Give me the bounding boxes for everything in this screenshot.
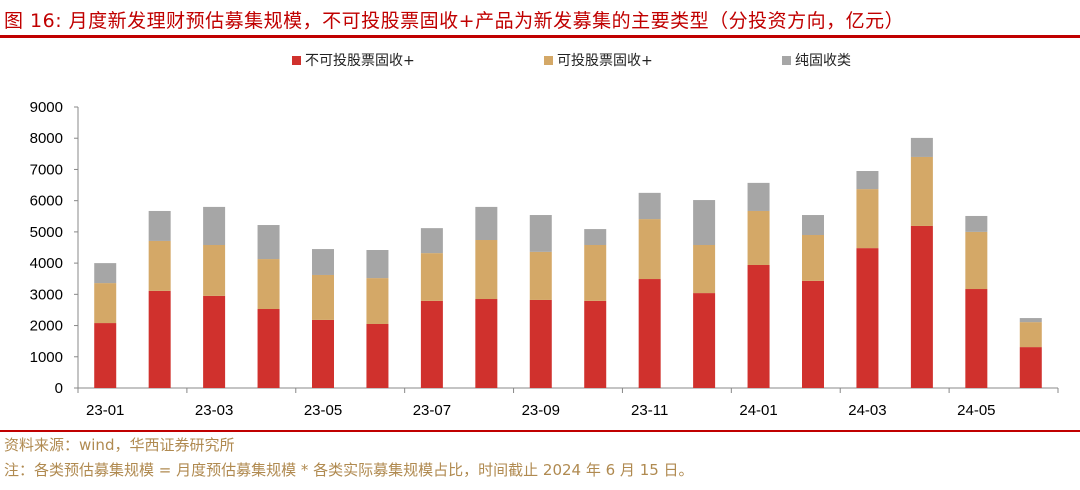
x-tick-label: 24-01 (739, 402, 777, 419)
y-tick-label: 0 (55, 380, 63, 397)
y-tick-label: 7000 (30, 161, 63, 178)
bar-segment-24-02-series-1 (802, 235, 824, 281)
bar-segment-23-04-series-0 (257, 309, 280, 388)
x-tick-label: 23-07 (413, 402, 451, 419)
bar-segment-24-03-series-0 (856, 248, 879, 388)
bar-segment-24-02-series-0 (802, 280, 824, 388)
bar-segment-23-11-series-1 (638, 219, 661, 280)
bar-segment-24-06-series-2 (1019, 318, 1042, 323)
bar-segment-23-05-series-1 (312, 274, 334, 320)
bar-segment-23-09-series-1 (529, 251, 552, 300)
bar-segment-24-03-series-2 (856, 171, 879, 190)
legend-item-series-0: 不可投股票固收+ (292, 50, 415, 70)
bar-segment-24-05-series-1 (965, 231, 988, 290)
bar-segment-23-12-series-0 (693, 293, 716, 388)
bar-segment-23-10-series-0 (584, 300, 607, 388)
x-tick-label: 23-01 (86, 402, 124, 419)
y-tick-label: 3000 (30, 286, 63, 303)
x-tick-label: 23-11 (631, 402, 668, 419)
x-tick-label: 24-05 (957, 402, 995, 419)
bar-segment-24-03-series-1 (856, 189, 879, 249)
y-tick-label: 2000 (30, 318, 63, 335)
y-tick-label: 6000 (30, 193, 63, 210)
bar-segment-23-09-series-2 (529, 215, 552, 252)
y-tick-label: 5000 (30, 224, 63, 241)
legend-item-series-2: 纯固收类 (782, 50, 851, 70)
bar-segment-23-02-series-0 (148, 290, 171, 388)
bar-segment-23-08-series-0 (475, 299, 498, 388)
bar-segment-23-01-series-0 (94, 323, 117, 388)
bar-segment-23-02-series-2 (148, 210, 171, 241)
bar-segment-23-04-series-2 (257, 225, 280, 260)
bar-segment-24-01-series-0 (747, 264, 770, 388)
x-tick-label: 23-09 (522, 402, 560, 419)
bar-segment-23-03-series-1 (203, 245, 226, 296)
bar-segment-23-01-series-1 (94, 283, 117, 324)
bar-segment-24-05-series-2 (965, 215, 988, 232)
bar-segment-23-06-series-0 (366, 323, 389, 388)
x-tick-label: 23-03 (195, 402, 233, 419)
bar-segment-23-12-series-1 (693, 245, 716, 294)
bar-segment-23-12-series-2 (693, 200, 716, 246)
footer-divider (0, 430, 1080, 432)
note-text: 注：各类预估募集规模 = 月度预估募集规模 * 各类实际募集规模占比，时间截止 … (4, 461, 694, 479)
bar-segment-23-08-series-1 (475, 240, 498, 300)
bar-segment-23-07-series-0 (420, 300, 443, 388)
bar-segment-23-11-series-2 (638, 192, 661, 220)
bar-segment-23-06-series-1 (366, 278, 389, 324)
y-tick-label: 9000 (30, 99, 63, 116)
bar-segment-23-04-series-1 (257, 259, 280, 310)
bar-segment-24-05-series-0 (965, 289, 988, 388)
bar-segment-24-02-series-2 (802, 215, 824, 236)
bar-segment-23-09-series-0 (529, 299, 552, 388)
bar-segment-23-05-series-0 (312, 319, 334, 388)
legend-label: 不可投股票固收+ (305, 53, 415, 69)
bar-segment-23-03-series-2 (203, 206, 226, 246)
bar-segment-23-03-series-0 (203, 295, 226, 388)
y-tick-label: 1000 (30, 349, 63, 366)
bar-segment-24-01-series-2 (747, 182, 770, 211)
bar-segment-24-04-series-2 (910, 137, 933, 157)
x-tick-label: 23-05 (304, 402, 342, 419)
bar-segment-24-06-series-1 (1019, 322, 1042, 348)
bar-segment-23-02-series-1 (148, 240, 171, 291)
bar-segment-23-05-series-2 (312, 249, 334, 275)
bar-segment-23-06-series-2 (366, 249, 389, 279)
legend-label: 可投股票固收+ (557, 53, 653, 69)
y-tick-label: 4000 (30, 255, 63, 272)
bar-segment-23-07-series-2 (420, 228, 443, 254)
bar-segment-23-11-series-0 (638, 279, 661, 388)
bar-segment-24-06-series-0 (1019, 347, 1042, 388)
bar-segment-23-10-series-1 (584, 245, 607, 301)
chart-title: 图 16: 月度新发理财预估募集规模，不可投股票固收+产品为新发募集的主要类型（… (4, 10, 905, 32)
x-tick-label: 24-03 (848, 402, 886, 419)
bar-segment-24-01-series-1 (747, 210, 770, 265)
bar-segment-23-01-series-2 (94, 263, 117, 284)
legend-swatch (544, 55, 553, 65)
y-tick-label: 8000 (30, 130, 63, 147)
bar-segment-24-04-series-1 (910, 156, 933, 226)
legend-label: 纯固收类 (795, 53, 851, 69)
bar-segment-24-04-series-0 (910, 225, 933, 388)
bar-segment-23-10-series-2 (584, 229, 607, 246)
source-text: 资料来源：wind，华西证券研究所 (4, 436, 235, 454)
legend-swatch (292, 55, 301, 65)
legend-item-series-1: 可投股票固收+ (544, 50, 653, 70)
title-divider (0, 35, 1080, 38)
stacked-bar-chart: 0 1000 2000 3000 4000 5000 6000 7000 8000 9000 23-… (30, 99, 1059, 419)
legend-swatch (782, 55, 791, 65)
bar-segment-23-08-series-2 (475, 206, 498, 241)
bar-segment-23-07-series-1 (420, 253, 443, 301)
